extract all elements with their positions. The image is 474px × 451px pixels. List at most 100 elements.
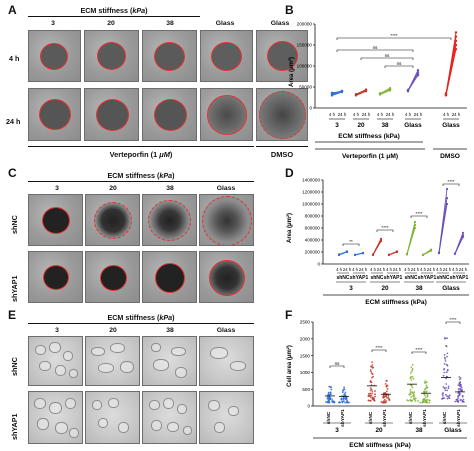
panel-b-sig-bracket (360, 57, 414, 60)
panel-d-ytick-label: 0 (317, 262, 320, 267)
panel-f-point (346, 399, 349, 402)
panel-d-point (429, 249, 433, 252)
panel-a-treatment-verteporfin: Verteporfin (1 μM) (109, 150, 173, 159)
panel-d-sig-bracket (342, 243, 360, 246)
panel-f-point (412, 392, 415, 395)
panel-f-point (369, 369, 372, 371)
panel-a-image-20-24h (84, 88, 139, 141)
panel-f-point (447, 395, 450, 398)
panel-f-point (459, 399, 462, 402)
panel-f-point (442, 368, 445, 371)
panel-a-col-glass: Glass (215, 20, 235, 27)
panel-d-subgroup-label: shYAP1 (350, 275, 369, 281)
panel-label-e: E (8, 308, 17, 322)
panel-f-point (444, 337, 446, 340)
panel-f-point (442, 374, 445, 377)
panel-b-sig-label: **** (390, 33, 397, 38)
panel-f-point (413, 393, 415, 396)
panel-f-point (421, 401, 424, 404)
panel-b-line (379, 89, 391, 95)
panel-f-point (384, 401, 387, 404)
panel-d-subgroup-label: shYAP1 (384, 275, 403, 281)
panel-f-point (331, 400, 334, 403)
panel-f-point (414, 400, 417, 402)
panel-c-col-3: 3 (55, 185, 59, 192)
panel-d-ytick-label: 200000 (305, 250, 321, 255)
panel-d-line (354, 252, 364, 256)
panel-a-treatment-dmso: DMSO (270, 150, 294, 159)
panel-f-sig-bracket (445, 321, 461, 324)
panel-d-ytick-label: 1200000 (302, 190, 320, 195)
panel-f-point (444, 357, 447, 360)
panel-f-point (382, 396, 384, 399)
panel-d-ytick-label: 400000 (305, 238, 321, 243)
panel-c-image-shyap1-38 (142, 251, 197, 303)
panel-f-point (344, 401, 347, 404)
panel-a-image-3-24h (28, 88, 81, 141)
panel-d-point (437, 251, 441, 254)
panel-c-image-shyap1-glass (199, 251, 254, 303)
panel-f-point (371, 364, 374, 366)
panel-f-point (345, 398, 348, 400)
panel-label-b: B (285, 3, 294, 17)
panel-f-point (373, 399, 375, 401)
panel-f-sig-label: ns (335, 361, 341, 366)
panel-d-time-label: 24 h (459, 267, 468, 272)
panel-b-point (416, 69, 420, 72)
panel-b-time-label: 24 h (452, 112, 461, 117)
panel-f-point (371, 396, 374, 399)
panel-f-point (384, 382, 387, 385)
panel-f-point (385, 400, 388, 402)
panel-b-time-label: 4 h (353, 112, 360, 117)
panel-f-subgroup-label: shNC (442, 411, 448, 424)
panel-f-point (371, 390, 374, 393)
panel-d-time-label: 4 h (336, 267, 342, 272)
panel-c-row-shyap1: shYAP1 (10, 275, 19, 302)
panel-label-d: D (285, 166, 294, 180)
panel-a-image-20-4h (84, 30, 139, 82)
panel-d-group-label: 38 (415, 285, 423, 292)
panel-b-sig-bracket (336, 37, 452, 40)
panel-d-ytick-label: 1400000 (302, 178, 320, 183)
panel-f-subgroup-label: shYAP1 (382, 409, 388, 427)
panel-f-point (383, 398, 386, 401)
panel-c-row-shnc: shNC (10, 215, 19, 234)
panel-f-point (326, 396, 329, 398)
panel-f-point (445, 386, 447, 389)
panel-f-point (386, 396, 388, 399)
panel-f-point (425, 399, 427, 401)
panel-f-ytick-label: 1000 (300, 370, 311, 375)
panel-f-point (383, 401, 386, 404)
panel-label-a: A (8, 3, 17, 17)
panel-d-point (371, 253, 375, 256)
panel-f-point (428, 399, 431, 402)
panel-a-image-glass-dmso-4h (256, 30, 308, 82)
panel-a-image-glass-dmso-24h (256, 88, 308, 141)
panel-f-point (369, 399, 372, 402)
panel-f-point (445, 363, 448, 366)
panel-f-point (414, 397, 417, 400)
panel-b-point (406, 88, 410, 92)
panel-f-point (460, 386, 463, 389)
panel-f-point (459, 392, 461, 395)
panel-d-point (405, 253, 409, 256)
panel-a-row-24h: 24 h (6, 117, 21, 126)
panel-f-point (367, 393, 370, 395)
panel-a-col-3: 3 (51, 20, 55, 27)
panel-d-time-label: 24 h (427, 267, 436, 272)
panel-f-point (371, 373, 374, 376)
panel-f-ytick-label: 2500 (300, 320, 311, 325)
panel-b-point (364, 88, 368, 92)
panel-f-point (448, 396, 450, 399)
panel-f-point (409, 376, 412, 379)
panel-d-line (372, 239, 382, 255)
panel-b-group-label: 38 (381, 122, 389, 129)
panel-f-point (445, 345, 448, 348)
panel-f-point (445, 371, 448, 374)
panel-e-col-glass: Glass (216, 327, 236, 334)
panel-f-point (447, 387, 450, 390)
panel-f-point (424, 388, 426, 391)
panel-f-point (330, 388, 333, 391)
panel-f-point (442, 394, 444, 397)
panel-d-xlabel: ECM stiffness (kPa) (365, 299, 427, 306)
